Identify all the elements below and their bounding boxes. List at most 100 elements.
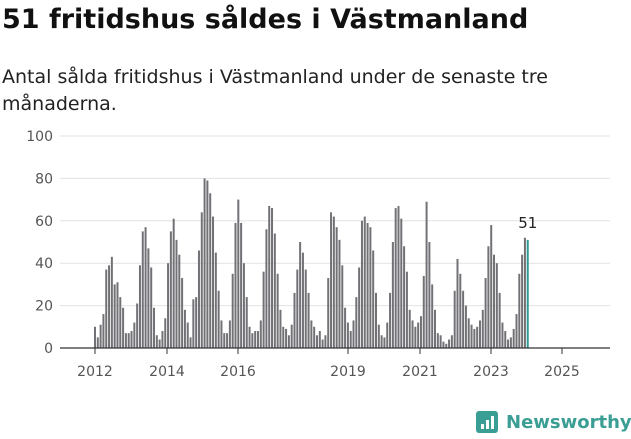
bar [318,331,321,348]
bar [467,318,470,348]
y-tick-label: 40 [35,256,53,272]
y-tick-label: 20 [35,299,53,315]
bar [175,239,178,348]
bar [127,333,130,348]
bar [189,337,192,348]
bar [245,297,248,348]
bar [422,275,425,348]
bar [490,225,493,348]
bar [377,324,380,348]
bar [414,326,417,348]
bar [96,337,99,348]
bar [315,335,318,348]
bar [389,292,392,348]
bar [493,254,496,348]
bar [242,263,245,348]
bar-chart: 0 20 40 60 80 100 2012 2014 2016 2019 2021 2023 202… [26,129,610,380]
bar [515,314,518,348]
bar [122,307,125,348]
bar [448,339,451,348]
bar [254,331,257,348]
bar [268,205,271,348]
bar [304,269,307,348]
bar [273,233,276,348]
bar [523,237,526,348]
bar [391,242,394,348]
bar [133,322,136,348]
y-axis: 0 20 40 60 80 100 [26,129,53,357]
y-tick-label: 60 [35,214,53,230]
bar [501,322,504,348]
newsworthy-logo-icon [476,411,498,433]
bar [459,273,462,348]
bar [360,220,363,348]
bar [164,318,167,348]
bar [203,178,206,348]
bar [346,322,349,348]
bar [445,343,448,348]
bar [181,278,184,348]
bar [383,337,386,348]
bar [397,205,400,348]
bar [301,252,304,348]
bar [234,222,237,348]
bar [453,290,456,348]
bar [478,320,481,348]
bar [217,290,220,348]
brand-name: Newsworthy [506,411,631,433]
bar [195,297,198,348]
bar [380,335,383,348]
chart-subtitle: Antal sålda fritidshus i Västmanland und… [2,66,548,115]
bar [425,201,428,348]
bar [442,341,445,348]
x-axis: 2012 2014 2016 2019 2021 2023 2025 [60,347,610,380]
bar [307,292,310,348]
bar [167,263,170,348]
bar [310,320,313,348]
bar [332,216,335,348]
bar [124,333,127,348]
bar [495,263,498,348]
bar [321,339,324,348]
bar [299,242,302,348]
bar [155,335,158,348]
bar [504,331,507,348]
bar [276,273,279,348]
bar [439,335,442,348]
bar [119,297,122,348]
bar [450,335,453,348]
bar [116,282,119,348]
bar [192,299,195,348]
bar [417,322,420,348]
bar [144,227,147,348]
bar [436,333,439,348]
bar [363,216,366,348]
bar [212,216,215,348]
bar [141,231,144,348]
bar [237,199,240,348]
bar [484,278,487,348]
bar [110,256,113,348]
bar [419,316,422,348]
x-tick-label: 2023 [473,364,509,380]
bar [113,284,116,348]
bar [223,333,226,348]
brand: Newsworthy [476,405,631,439]
bar [341,265,344,348]
bar [271,208,274,348]
x-tick-label: 2012 [77,364,113,380]
bar [487,246,490,348]
bar [498,292,501,348]
bar [259,320,262,348]
bar [462,290,465,348]
bar [369,227,372,348]
bar [403,246,406,348]
x-tick-label: 2021 [402,364,438,380]
bar [183,309,186,348]
bar [400,218,403,348]
bar [282,326,285,348]
bar [147,248,150,348]
bar [285,328,288,348]
bar [507,339,510,348]
bar [512,328,515,348]
